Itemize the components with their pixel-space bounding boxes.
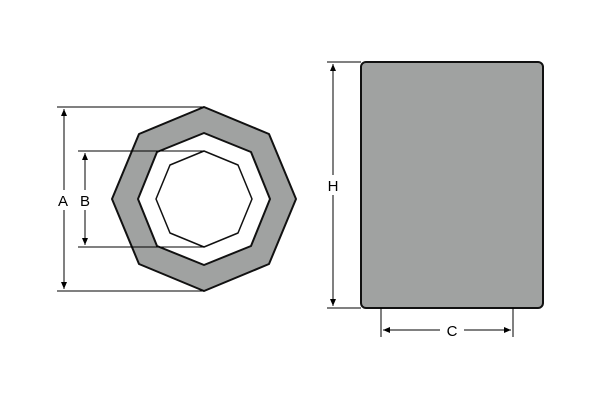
end-view (111, 106, 297, 292)
dimension-h: H (322, 61, 361, 309)
dimension-b: B (75, 150, 204, 248)
bore-octagon (155, 150, 253, 248)
side-view-body (360, 61, 544, 309)
dimension-label-h: H (328, 178, 339, 195)
dimension-label-b: B (80, 193, 90, 210)
dimension-a: A (52, 106, 204, 292)
dimension-label-a: A (58, 193, 68, 210)
dimension-c: C (380, 308, 514, 340)
dimension-label-c: C (447, 323, 458, 340)
